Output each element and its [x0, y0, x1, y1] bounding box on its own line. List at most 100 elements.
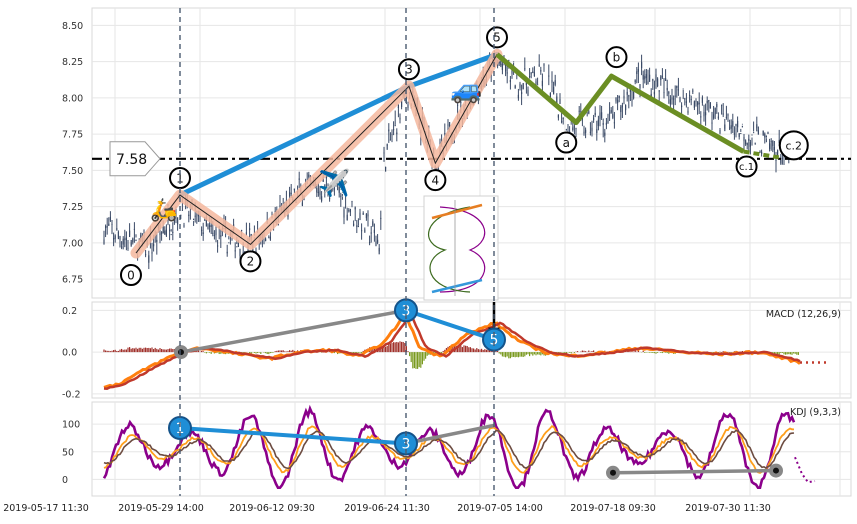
macd-hist-bar [270, 352, 271, 353]
candle-body [521, 92, 522, 94]
candle-body [265, 239, 266, 242]
macd-hist-bar [169, 349, 170, 353]
macd-hist-bar [414, 352, 415, 368]
macd-hist-bar [167, 349, 168, 352]
macd-hist-bar [147, 348, 148, 352]
price-ytick-label: 7.75 [62, 130, 83, 141]
macd-hist-bar [287, 351, 288, 352]
candle-body [539, 65, 540, 66]
candle-body [302, 202, 303, 206]
candle-body [507, 72, 508, 73]
candle-body [734, 133, 735, 134]
candle-body [164, 231, 165, 235]
macd-hist-bar [503, 352, 504, 357]
candle-body [732, 121, 733, 127]
macd-hist-bar [140, 348, 141, 352]
candle-body [380, 218, 381, 219]
macd-hist-bar [481, 349, 482, 352]
candle-body [289, 192, 290, 196]
macd-hist-bar [209, 352, 210, 353]
macd-hist-bar [662, 352, 663, 353]
wave-pattern-thumbnail [424, 196, 498, 300]
macd-hist-bar [583, 351, 584, 352]
airplane-icon: ✈️ [318, 167, 350, 199]
macd-hist-bar [139, 348, 140, 352]
x-tick-label: 2019-06-24 11:30 [344, 503, 430, 514]
candle-body [750, 142, 751, 147]
macd-hist-bar [571, 352, 572, 353]
macd-hist-bar [443, 351, 444, 352]
macd-hist-bar [537, 352, 538, 354]
candle-body [379, 248, 380, 254]
candle-body [595, 113, 596, 115]
macd-hist-bar [251, 352, 252, 353]
candle-body [502, 64, 503, 70]
candle-body [771, 141, 772, 142]
macd-hist-bar [505, 352, 506, 357]
macd-hist-bar [470, 347, 471, 352]
candle-body [572, 127, 573, 130]
macd-hist-bar [113, 350, 114, 352]
x-tick-label: 2019-07-05 14:00 [457, 503, 543, 514]
candle-body [713, 114, 714, 118]
macd-hist-bar [259, 352, 260, 353]
candle-body [574, 126, 575, 127]
candle-body [540, 70, 541, 71]
candle-body [772, 140, 773, 146]
candle-body [742, 126, 743, 128]
candle-body [395, 124, 396, 126]
candle-body [590, 132, 591, 133]
macd-hist-bar [791, 352, 792, 355]
macd-hist-bar [131, 349, 132, 352]
macd-hist-bar [198, 351, 199, 353]
macd-hist-bar [257, 352, 258, 353]
candle-body [299, 178, 300, 179]
macd-hist-bar [652, 352, 653, 353]
macd-hist-bar [412, 352, 413, 368]
macd-hist-bar [463, 345, 464, 352]
candle-body [655, 74, 656, 81]
macd-hist-bar [582, 351, 583, 353]
candle-body [639, 84, 640, 88]
candle-body [599, 112, 600, 119]
candle-body [116, 228, 117, 230]
macd-hist-bar [513, 352, 514, 357]
macd-hist-bar [263, 352, 264, 353]
macd-hist-bar [475, 349, 476, 352]
candle-body [591, 128, 592, 132]
macd-hist-bar [577, 351, 578, 352]
candle-body [727, 114, 728, 116]
candle-body [294, 189, 295, 191]
candle-body [515, 86, 516, 89]
candle-body [691, 99, 692, 100]
macd-hist-bar [275, 351, 276, 352]
candle-body [667, 88, 668, 90]
macd-hist-bar [521, 352, 522, 357]
candle-body [235, 250, 236, 251]
macd-hist-bar [476, 348, 477, 352]
macd-hist-bar [383, 347, 384, 352]
candle-body [623, 96, 624, 99]
macd-hist-bar [527, 352, 528, 354]
candle-body [268, 237, 269, 238]
candle-body [171, 234, 172, 235]
candle-body [612, 114, 613, 118]
macd-hist-bar [409, 352, 410, 356]
candle-body [671, 98, 672, 100]
macd-hist-bar [484, 349, 485, 352]
macd-hist-bar [385, 347, 386, 352]
candle-body [449, 122, 450, 127]
macd-hist-bar [667, 352, 668, 353]
candle-body [764, 134, 765, 138]
macd-hist-bar [163, 349, 164, 352]
candle-body [647, 81, 648, 84]
macd-hist-bar [468, 347, 469, 352]
macd-hist-bar [166, 350, 167, 352]
candle-body [559, 99, 560, 104]
macd-hist-bar [411, 352, 412, 362]
x-tick-label: 2019-07-18 09:30 [570, 503, 656, 514]
macd-hist-bar [419, 352, 420, 367]
candle-body [699, 103, 700, 105]
x-tick-label: 2019-05-17 11:30 [3, 503, 89, 514]
candle-body [659, 91, 660, 92]
